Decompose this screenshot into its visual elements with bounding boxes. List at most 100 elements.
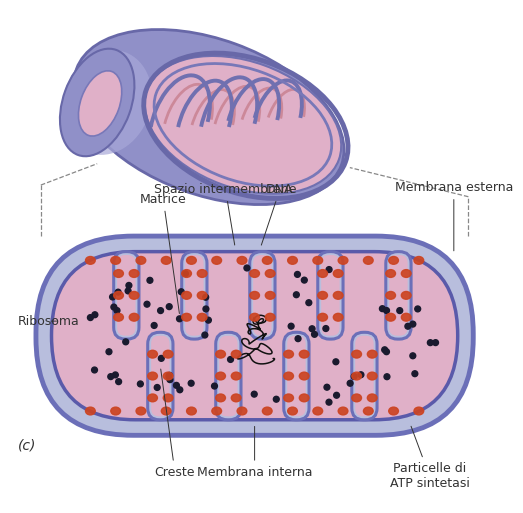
- Ellipse shape: [313, 407, 323, 415]
- FancyBboxPatch shape: [284, 332, 309, 420]
- Circle shape: [384, 374, 390, 380]
- FancyBboxPatch shape: [352, 332, 377, 420]
- Circle shape: [415, 306, 420, 312]
- Circle shape: [334, 392, 339, 398]
- Circle shape: [427, 340, 433, 346]
- Ellipse shape: [288, 407, 298, 415]
- Circle shape: [92, 312, 98, 318]
- Ellipse shape: [318, 313, 327, 321]
- Circle shape: [351, 373, 357, 379]
- Text: (c): (c): [17, 439, 36, 452]
- Circle shape: [324, 384, 330, 390]
- Ellipse shape: [161, 407, 171, 415]
- Ellipse shape: [333, 270, 343, 278]
- Circle shape: [383, 308, 390, 313]
- Circle shape: [309, 326, 315, 332]
- Ellipse shape: [333, 291, 343, 299]
- Ellipse shape: [250, 313, 259, 321]
- Circle shape: [203, 294, 209, 300]
- Ellipse shape: [147, 350, 157, 358]
- Ellipse shape: [163, 372, 173, 380]
- Circle shape: [112, 372, 118, 378]
- Circle shape: [116, 379, 121, 385]
- Circle shape: [123, 339, 129, 345]
- Ellipse shape: [352, 350, 361, 358]
- Ellipse shape: [284, 394, 293, 402]
- Ellipse shape: [86, 256, 95, 264]
- Circle shape: [405, 323, 411, 329]
- Ellipse shape: [147, 372, 157, 380]
- Ellipse shape: [318, 291, 327, 299]
- Circle shape: [174, 382, 179, 388]
- Ellipse shape: [250, 270, 259, 278]
- Circle shape: [178, 289, 184, 294]
- Text: Membrana esterna: Membrana esterna: [395, 181, 513, 251]
- Circle shape: [333, 359, 339, 365]
- Ellipse shape: [215, 394, 225, 402]
- Circle shape: [154, 385, 160, 390]
- Circle shape: [87, 314, 93, 321]
- Ellipse shape: [62, 50, 152, 155]
- FancyBboxPatch shape: [117, 255, 135, 336]
- Ellipse shape: [197, 291, 207, 299]
- FancyBboxPatch shape: [253, 255, 271, 336]
- Ellipse shape: [161, 256, 171, 264]
- FancyBboxPatch shape: [151, 336, 169, 417]
- Ellipse shape: [338, 407, 348, 415]
- Ellipse shape: [401, 270, 411, 278]
- Ellipse shape: [284, 372, 293, 380]
- Circle shape: [380, 306, 385, 311]
- Ellipse shape: [363, 256, 373, 264]
- Ellipse shape: [401, 291, 411, 299]
- Ellipse shape: [231, 350, 241, 358]
- Ellipse shape: [250, 291, 259, 299]
- FancyBboxPatch shape: [51, 252, 458, 420]
- Circle shape: [203, 306, 209, 312]
- Circle shape: [397, 308, 403, 313]
- Circle shape: [188, 380, 194, 386]
- FancyBboxPatch shape: [318, 252, 343, 339]
- FancyBboxPatch shape: [36, 236, 473, 436]
- Text: Matrice: Matrice: [140, 193, 187, 313]
- Text: Creste: Creste: [155, 369, 195, 479]
- FancyBboxPatch shape: [113, 252, 139, 339]
- Circle shape: [412, 371, 418, 377]
- Text: Membrana interna: Membrana interna: [197, 426, 312, 479]
- Ellipse shape: [367, 372, 377, 380]
- Circle shape: [110, 294, 116, 300]
- Ellipse shape: [60, 49, 134, 156]
- Circle shape: [212, 383, 218, 389]
- Circle shape: [410, 321, 416, 327]
- Circle shape: [158, 356, 164, 361]
- Circle shape: [382, 347, 388, 353]
- FancyBboxPatch shape: [215, 332, 241, 420]
- Circle shape: [326, 267, 332, 272]
- Ellipse shape: [187, 256, 196, 264]
- Ellipse shape: [352, 394, 361, 402]
- Circle shape: [326, 399, 332, 405]
- Circle shape: [157, 308, 164, 313]
- Ellipse shape: [313, 256, 323, 264]
- Circle shape: [177, 316, 183, 322]
- Circle shape: [177, 387, 183, 392]
- Ellipse shape: [299, 394, 309, 402]
- Ellipse shape: [367, 394, 377, 402]
- Ellipse shape: [197, 270, 207, 278]
- Text: DNA: DNA: [262, 183, 293, 245]
- Circle shape: [383, 349, 390, 354]
- Ellipse shape: [215, 350, 225, 358]
- Circle shape: [244, 265, 250, 271]
- Circle shape: [151, 323, 157, 328]
- Circle shape: [288, 323, 294, 329]
- FancyBboxPatch shape: [185, 255, 203, 336]
- Ellipse shape: [284, 350, 293, 358]
- Ellipse shape: [129, 291, 139, 299]
- Circle shape: [347, 380, 353, 386]
- Circle shape: [358, 372, 364, 378]
- FancyBboxPatch shape: [181, 252, 207, 339]
- Ellipse shape: [231, 372, 241, 380]
- Circle shape: [108, 373, 113, 380]
- Ellipse shape: [401, 313, 411, 321]
- FancyBboxPatch shape: [287, 336, 305, 417]
- Ellipse shape: [386, 291, 395, 299]
